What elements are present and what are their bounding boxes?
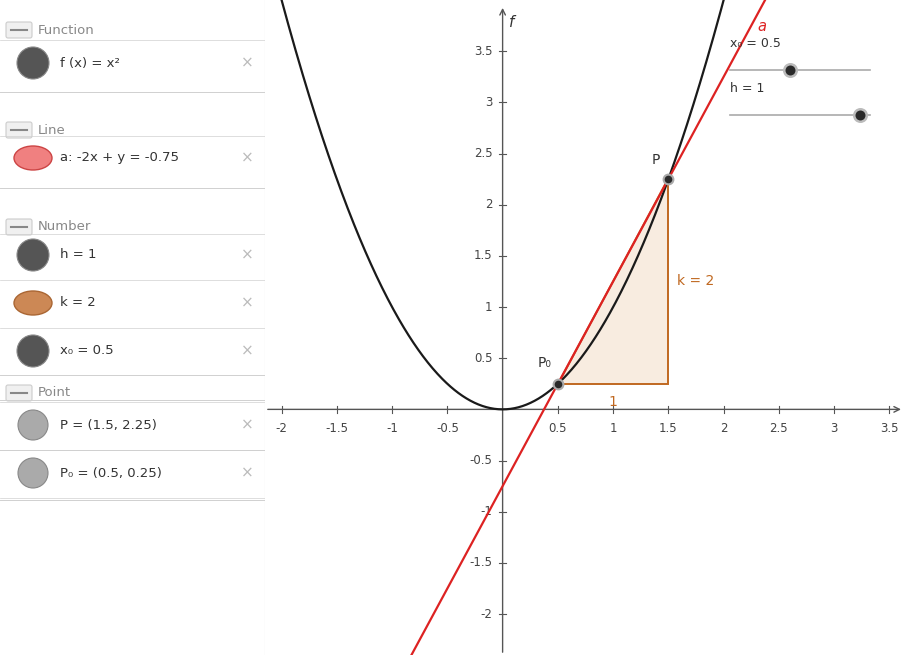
FancyBboxPatch shape bbox=[6, 122, 32, 138]
Text: 2.5: 2.5 bbox=[769, 422, 788, 435]
Text: ×: × bbox=[241, 248, 254, 263]
Ellipse shape bbox=[17, 335, 49, 367]
Text: 1: 1 bbox=[610, 422, 617, 435]
Text: ×: × bbox=[241, 466, 254, 481]
Text: ×: × bbox=[241, 343, 254, 358]
Text: f: f bbox=[509, 15, 515, 30]
Text: -2: -2 bbox=[275, 422, 287, 435]
Text: -2: -2 bbox=[481, 608, 493, 620]
Ellipse shape bbox=[17, 47, 49, 79]
Text: P₀ = (0.5, 0.25): P₀ = (0.5, 0.25) bbox=[60, 466, 162, 479]
Text: -1.5: -1.5 bbox=[325, 422, 348, 435]
Text: Function: Function bbox=[38, 24, 95, 37]
Text: 0.5: 0.5 bbox=[549, 422, 567, 435]
Text: h = 1: h = 1 bbox=[730, 81, 765, 94]
Text: x₀ = 0.5: x₀ = 0.5 bbox=[730, 37, 781, 50]
Text: Number: Number bbox=[38, 221, 92, 233]
Ellipse shape bbox=[17, 239, 49, 271]
Text: 2.5: 2.5 bbox=[474, 147, 493, 160]
Ellipse shape bbox=[18, 458, 48, 488]
Text: h = 1: h = 1 bbox=[60, 248, 97, 261]
Text: 0.5: 0.5 bbox=[474, 352, 493, 365]
Text: -0.5: -0.5 bbox=[436, 422, 458, 435]
FancyBboxPatch shape bbox=[6, 22, 32, 38]
Text: f (x) = x²: f (x) = x² bbox=[60, 56, 120, 69]
Text: P = (1.5, 2.25): P = (1.5, 2.25) bbox=[60, 419, 157, 432]
Text: x₀ = 0.5: x₀ = 0.5 bbox=[60, 345, 113, 358]
Text: 1: 1 bbox=[609, 395, 618, 409]
Text: k = 2: k = 2 bbox=[60, 297, 96, 310]
Text: ×: × bbox=[241, 56, 254, 71]
Text: k = 2: k = 2 bbox=[677, 274, 715, 288]
Text: Line: Line bbox=[38, 124, 66, 136]
Text: -0.5: -0.5 bbox=[470, 454, 493, 467]
Text: -1.5: -1.5 bbox=[469, 556, 493, 569]
FancyBboxPatch shape bbox=[6, 219, 32, 235]
Text: P₀: P₀ bbox=[537, 356, 551, 371]
Ellipse shape bbox=[14, 146, 52, 170]
Text: 3.5: 3.5 bbox=[474, 45, 493, 58]
Text: 2: 2 bbox=[486, 198, 493, 211]
Text: ×: × bbox=[241, 295, 254, 310]
Text: ×: × bbox=[241, 151, 254, 166]
Text: 1.5: 1.5 bbox=[659, 422, 678, 435]
Ellipse shape bbox=[18, 410, 48, 440]
Ellipse shape bbox=[14, 291, 52, 315]
Text: 1: 1 bbox=[486, 301, 493, 314]
Text: -1: -1 bbox=[386, 422, 398, 435]
Text: P: P bbox=[651, 153, 660, 167]
FancyBboxPatch shape bbox=[6, 385, 32, 401]
Text: -1: -1 bbox=[481, 505, 493, 518]
Text: 3: 3 bbox=[486, 96, 493, 109]
Text: a: -2x + y = -0.75: a: -2x + y = -0.75 bbox=[60, 151, 179, 164]
Text: Point: Point bbox=[38, 386, 72, 400]
Text: 2: 2 bbox=[720, 422, 728, 435]
Text: a: a bbox=[757, 19, 766, 33]
Text: 3: 3 bbox=[831, 422, 838, 435]
Text: 3.5: 3.5 bbox=[880, 422, 899, 435]
Polygon shape bbox=[558, 179, 669, 384]
Text: ×: × bbox=[241, 417, 254, 432]
Text: 1.5: 1.5 bbox=[474, 250, 493, 263]
